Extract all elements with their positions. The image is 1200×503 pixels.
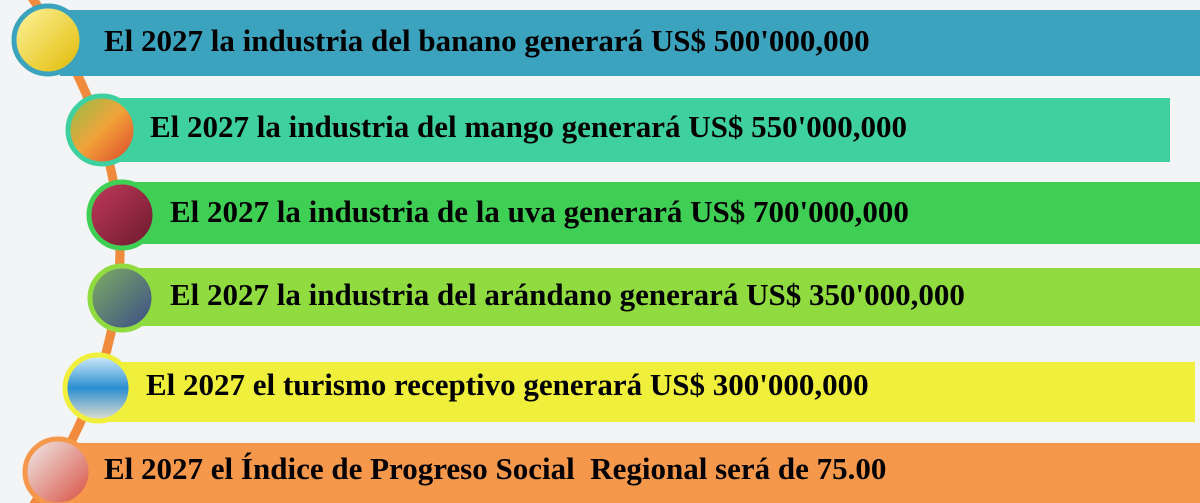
row-text: El 2027 la industria del mango generará … (150, 109, 907, 144)
icon-tourism (65, 355, 131, 421)
row-text: El 2027 el Índice de Progreso Social Reg… (104, 451, 886, 486)
row-text: El 2027 la industria de la uva generará … (170, 194, 909, 229)
icon-region-map (25, 439, 91, 503)
icon-banana (14, 6, 82, 74)
icon-grape (89, 182, 155, 248)
row-text: El 2027 el turismo receptivo generará US… (146, 367, 869, 402)
row: El 2027 la industria del arándano genera… (90, 266, 1200, 330)
icon-blueberry (90, 266, 154, 330)
row: El 2027 el Índice de Progreso Social Reg… (25, 439, 1200, 503)
icon-mango (68, 96, 136, 164)
row: El 2027 la industria del mango generará … (68, 96, 1170, 164)
row-text: El 2027 la industria del banano generará… (104, 23, 870, 58)
row: El 2027 la industria de la uva generará … (89, 182, 1200, 248)
row-text: El 2027 la industria del arándano genera… (170, 277, 965, 312)
infographic: El 2027 la industria del banano generará… (0, 0, 1200, 503)
row: El 2027 el turismo receptivo generará US… (65, 355, 1195, 422)
row: El 2027 la industria del banano generará… (14, 6, 1200, 76)
